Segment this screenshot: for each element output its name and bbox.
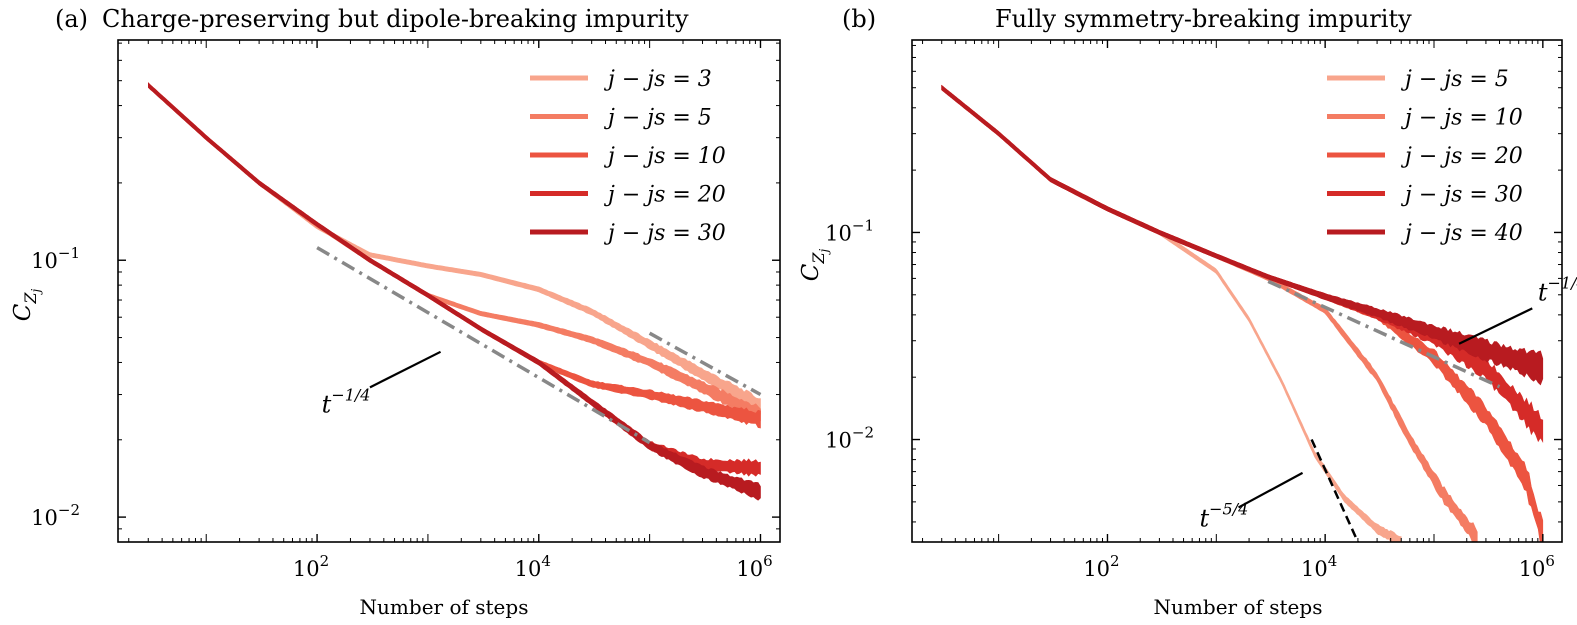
- panel-a-xtick-label-2: 104: [515, 552, 551, 581]
- panel-b-guide-2: [1310, 438, 1360, 543]
- panel-a-xlabel: Number of steps: [360, 595, 529, 619]
- panel-b-title: Fully symmetry-breaking impurity: [995, 5, 1412, 33]
- panel-b-guide-1: [1267, 279, 1501, 389]
- panel-a-series: [148, 82, 761, 501]
- panel-a-ytick-label-1: 10−1: [31, 244, 80, 273]
- panel-a-legend-label-1: j − js = 3: [603, 67, 712, 92]
- panel-a-ticks: 102 104 106 10−1 10−2: [31, 40, 780, 581]
- panel-b-annotation-2: t−5/4: [1199, 500, 1248, 533]
- panel-b-legend-label-2: j − js = 10: [1400, 106, 1523, 131]
- panel-a-legend-label-2: j − js = 5: [603, 106, 712, 131]
- panel-a-legend-label-5: j − js = 30: [603, 221, 726, 246]
- panel-b-xtick-label-1: 102: [1083, 552, 1119, 581]
- panel-a-xtick-label-1: 102: [293, 552, 329, 581]
- panel-a-series-2: [148, 82, 761, 422]
- panel-b-legend: j − js = 5 j − js = 10 j − js = 20 j − js =…: [1327, 67, 1523, 246]
- panel-a-ytick-label-2: 10−2: [31, 501, 80, 530]
- panel-a-axes-frame: [117, 39, 781, 543]
- panel-b-annotation-1: t−1/4: [1538, 273, 1577, 306]
- panel-b-annotation-pointer-2: [1238, 471, 1304, 509]
- panel-a-annotations: t−1/4: [322, 350, 442, 419]
- panel-b-xlabel: Number of steps: [1154, 595, 1323, 619]
- panel-b-ticks: 102 104 106 10−1 10−2: [825, 40, 1562, 581]
- panel-a-ylabel: CZj: [10, 289, 43, 322]
- panel-b-ylabel: CZj: [798, 249, 831, 282]
- panel-b-legend-label-3: j − js = 20: [1400, 144, 1523, 169]
- panel-b-legend-label-4: j − js = 30: [1400, 183, 1523, 208]
- panel-b-xtick-label-3: 106: [1519, 552, 1555, 581]
- panel-a-series-1: [148, 82, 761, 415]
- panel-b-series: [941, 84, 1544, 542]
- panel-b-ytick-label-2: 10−2: [825, 424, 874, 453]
- panel-a-legend-label-3: j − js = 10: [603, 144, 726, 169]
- panel-a-xtick-label-3: 106: [736, 552, 772, 581]
- panel-b-series-5: [941, 84, 1544, 386]
- panel-b-label: (b): [842, 5, 876, 33]
- panel-b-legend-label-5: j − js = 40: [1400, 221, 1523, 246]
- panel-b-xtick-label-2: 104: [1301, 552, 1337, 581]
- panel-a-guide-1: [316, 246, 651, 445]
- panel-b-annotation-pointer-1: [1458, 307, 1533, 345]
- panel-b-guides: [1267, 279, 1501, 543]
- panel-a-legend-label-4: j − js = 20: [603, 183, 726, 208]
- panel-b-axes-frame: [911, 39, 1563, 543]
- panel-b-series-4: [941, 84, 1544, 444]
- panel-a-legend: j − js = 3 j − js = 5 j − js = 10 j − js = …: [530, 67, 726, 246]
- panel-a-label: (a): [55, 5, 88, 33]
- panel-a-guides: [316, 246, 762, 445]
- panel-a-annotation-pointer-1: [369, 350, 442, 389]
- panel-b-legend-label-1: j − js = 5: [1400, 67, 1509, 92]
- panel-a-title: Charge-preserving but dipole-breaking im…: [102, 5, 689, 33]
- panel-b-ytick-label-1: 10−1: [825, 216, 874, 245]
- panel-a-annotation-1: t−1/4: [322, 386, 371, 419]
- panel-a-series-4: [148, 82, 761, 477]
- panel-a-series-5: [148, 82, 761, 501]
- panel-a-guide-2: [648, 331, 762, 397]
